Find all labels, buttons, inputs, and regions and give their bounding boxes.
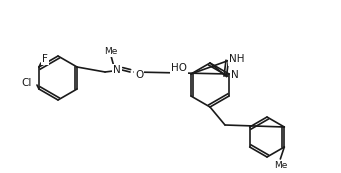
Text: F: F xyxy=(42,54,48,64)
Text: Me: Me xyxy=(273,161,287,170)
Text: O: O xyxy=(135,70,143,80)
Text: HO: HO xyxy=(171,63,187,73)
Text: Me: Me xyxy=(104,48,118,57)
Text: Cl: Cl xyxy=(22,78,32,88)
Text: NH: NH xyxy=(229,54,244,65)
Text: N: N xyxy=(231,71,238,80)
Text: N: N xyxy=(113,65,121,75)
